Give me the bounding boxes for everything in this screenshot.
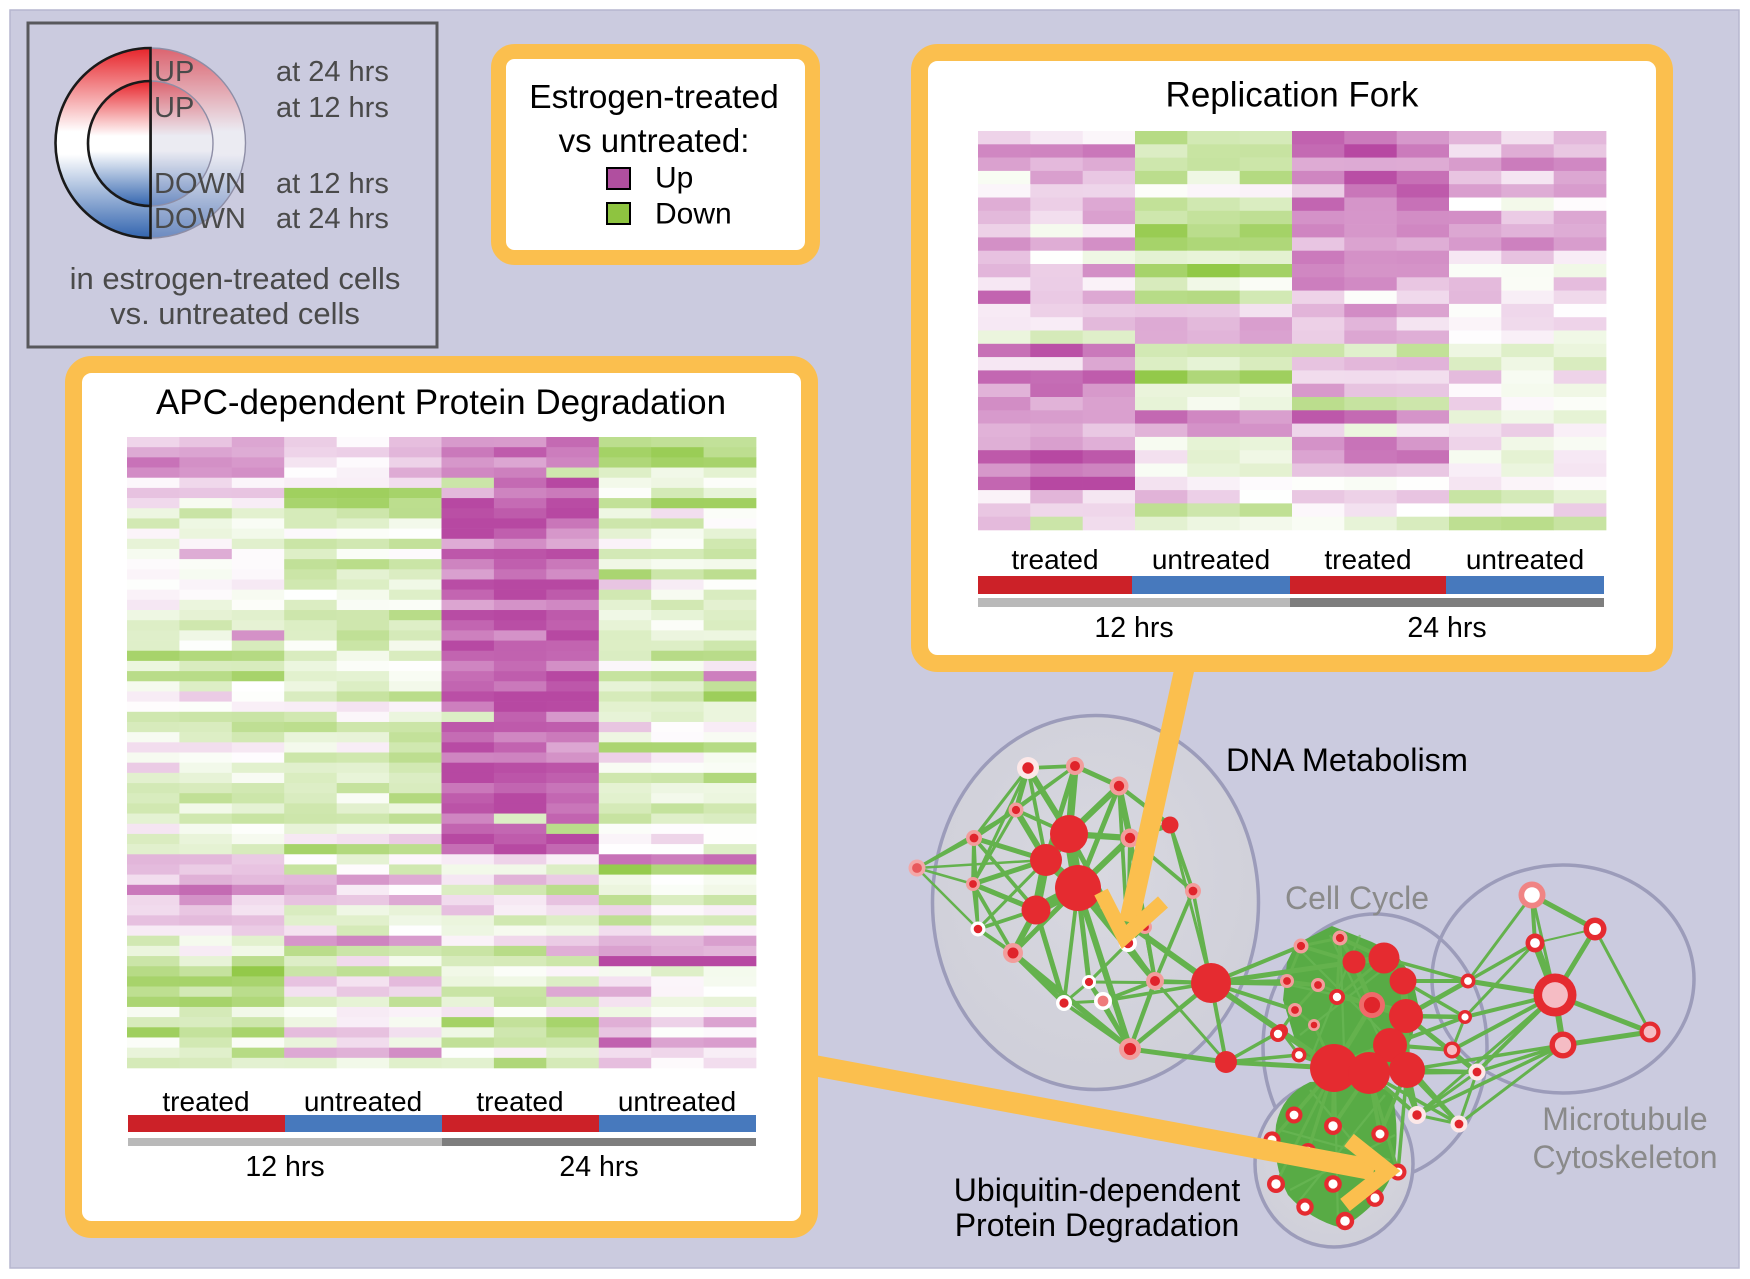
svg-text:untreated: untreated bbox=[1152, 544, 1270, 575]
svg-text:at 24 hrs: at 24 hrs bbox=[276, 56, 389, 88]
svg-text:in estrogen-treated cells: in estrogen-treated cells bbox=[70, 261, 401, 296]
svg-text:Up: Up bbox=[655, 162, 693, 195]
svg-text:APC-dependent Protein Degradat: APC-dependent Protein Degradation bbox=[156, 383, 726, 422]
svg-text:treated: treated bbox=[162, 1086, 249, 1117]
svg-text:UP: UP bbox=[154, 92, 194, 124]
svg-text:Estrogen-treated: Estrogen-treated bbox=[529, 79, 779, 116]
svg-text:untreated: untreated bbox=[304, 1086, 422, 1117]
svg-text:at 12 hrs: at 12 hrs bbox=[276, 168, 389, 200]
svg-text:12 hrs: 12 hrs bbox=[245, 1151, 324, 1183]
svg-text:DNA Metabolism: DNA Metabolism bbox=[1226, 742, 1468, 778]
svg-text:Microtubule: Microtubule bbox=[1542, 1101, 1707, 1137]
svg-text:DOWN: DOWN bbox=[154, 203, 246, 235]
svg-text:vs untreated:: vs untreated: bbox=[559, 122, 750, 159]
svg-text:24 hrs: 24 hrs bbox=[1407, 612, 1486, 644]
svg-text:treated: treated bbox=[476, 1086, 563, 1117]
svg-text:untreated: untreated bbox=[618, 1086, 736, 1117]
svg-text:Cell Cycle: Cell Cycle bbox=[1285, 880, 1429, 916]
svg-text:Cytoskeleton: Cytoskeleton bbox=[1533, 1139, 1718, 1175]
svg-text:untreated: untreated bbox=[1466, 544, 1584, 575]
svg-text:DOWN: DOWN bbox=[154, 168, 246, 200]
svg-text:vs. untreated cells: vs. untreated cells bbox=[110, 296, 360, 331]
svg-text:12 hrs: 12 hrs bbox=[1094, 612, 1173, 644]
svg-text:at 12 hrs: at 12 hrs bbox=[276, 92, 389, 124]
svg-text:UP: UP bbox=[154, 56, 194, 88]
svg-text:at 24 hrs: at 24 hrs bbox=[276, 203, 389, 235]
svg-text:Protein Degradation: Protein Degradation bbox=[955, 1207, 1240, 1243]
svg-text:24 hrs: 24 hrs bbox=[559, 1151, 638, 1183]
svg-text:treated: treated bbox=[1011, 544, 1098, 575]
svg-text:Replication Fork: Replication Fork bbox=[1166, 76, 1419, 115]
svg-text:Down: Down bbox=[655, 198, 732, 231]
svg-text:Ubiquitin-dependent: Ubiquitin-dependent bbox=[954, 1172, 1241, 1208]
svg-text:treated: treated bbox=[1324, 544, 1411, 575]
